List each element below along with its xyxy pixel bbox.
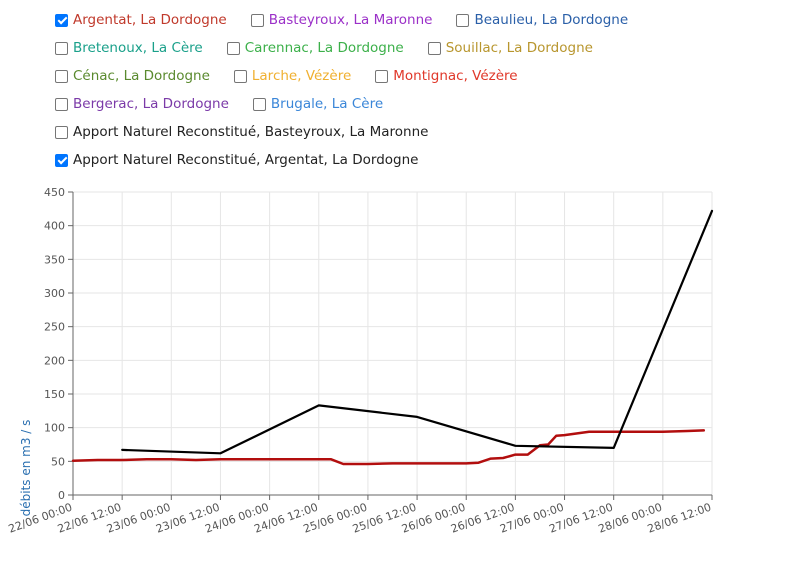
station-option[interactable]: Souillac, La Dordogne <box>427 40 593 56</box>
station-label: Bergerac, La Dordogne <box>73 96 229 112</box>
station-label: Apport Naturel Reconstitué, Basteyroux, … <box>73 124 429 140</box>
station-option[interactable]: Apport Naturel Reconstitué, Basteyroux, … <box>55 124 428 140</box>
station-label: Apport Naturel Reconstitué, Argentat, La… <box>73 152 419 168</box>
station-label: Carennac, La Dordogne <box>244 40 404 56</box>
chart-series <box>71 209 714 466</box>
station-checkbox[interactable] <box>456 13 470 27</box>
filter-row: Bretenoux, La Cère Carennac, La Dordogne S… <box>55 34 775 62</box>
station-option[interactable]: Carennac, La Dordogne <box>226 40 404 56</box>
discharge-chart: 0 50 100 150 200 250 300 350 400 450 22/06 00:002… <box>7 186 714 536</box>
station-label: Beaulieu, La Dordogne <box>474 12 629 28</box>
y-tick-label: 50 <box>51 455 65 468</box>
y-tick-label: 400 <box>44 220 65 233</box>
station-label: Souillac, La Dordogne <box>445 40 593 56</box>
station-label: Larche, Vézère <box>251 68 352 84</box>
station-checkbox[interactable] <box>233 69 247 83</box>
station-checkbox[interactable] <box>55 153 68 167</box>
y-tick-label: 450 <box>44 186 65 199</box>
chart-axes <box>72 192 712 496</box>
station-option[interactable]: Apport Naturel Reconstitué, Argentat, La… <box>55 152 418 168</box>
station-option[interactable]: Montignac, Vézère <box>375 68 518 84</box>
station-option[interactable]: Cénac, La Dordogne <box>55 68 210 84</box>
station-option[interactable]: Argentat, La Dordogne <box>55 12 227 28</box>
station-checkbox[interactable] <box>55 125 68 139</box>
chart-grid <box>72 191 713 496</box>
station-checkbox[interactable] <box>375 69 389 83</box>
argentat-observed-line <box>71 429 706 466</box>
y-tick-label: 100 <box>44 422 65 435</box>
station-label: Bretenoux, La Cère <box>73 40 203 56</box>
station-option[interactable]: Bergerac, La Dordogne <box>55 96 229 112</box>
station-label: Brugale, La Cère <box>270 96 384 112</box>
station-option[interactable]: Beaulieu, La Dordogne <box>456 12 628 28</box>
filter-row: Argentat, La Dordogne Basteyroux, La Maro… <box>55 6 775 34</box>
y-tick-label: 350 <box>44 253 65 266</box>
station-label: Cénac, La Dordogne <box>73 68 210 84</box>
y-axis-ticks: 0 50 100 150 200 250 300 350 400 450 <box>44 186 73 502</box>
station-checkbox[interactable] <box>226 41 240 55</box>
station-checkbox[interactable] <box>55 13 68 27</box>
y-tick-label: 0 <box>58 489 65 502</box>
y-tick-label: 300 <box>44 287 65 300</box>
station-checkbox[interactable] <box>55 97 68 111</box>
station-checkbox[interactable] <box>55 41 68 55</box>
filter-row: Apport Naturel Reconstitué, Argentat, La… <box>55 146 775 174</box>
station-option[interactable]: Bretenoux, La Cère <box>55 40 203 56</box>
station-option[interactable]: Larche, Vézère <box>233 68 352 84</box>
station-label: Argentat, La Dordogne <box>73 12 227 28</box>
station-checkbox[interactable] <box>427 41 441 55</box>
station-checkbox[interactable] <box>252 97 266 111</box>
y-tick-label: 200 <box>44 354 65 367</box>
station-label: Basteyroux, La Maronne <box>268 12 433 28</box>
filter-row: Cénac, La Dordogne Larche, Vézère Montigna… <box>55 62 775 90</box>
station-checkbox[interactable] <box>250 13 264 27</box>
filter-row: Apport Naturel Reconstitué, Basteyroux, … <box>55 118 775 146</box>
station-option[interactable]: Basteyroux, La Maronne <box>250 12 433 28</box>
argentat-reconstituted-line <box>121 209 714 455</box>
station-filter-list: Argentat, La Dordogne Basteyroux, La Maro… <box>55 6 775 174</box>
y-axis-label: débits en m3 / s <box>19 420 33 517</box>
filter-row: Bergerac, La Dordogne Brugale, La Cère <box>55 90 775 118</box>
station-label: Montignac, Vézère <box>393 68 518 84</box>
y-tick-label: 250 <box>44 321 65 334</box>
y-tick-label: 150 <box>44 388 65 401</box>
station-option[interactable]: Brugale, La Cère <box>252 96 384 112</box>
station-checkbox[interactable] <box>55 69 68 83</box>
